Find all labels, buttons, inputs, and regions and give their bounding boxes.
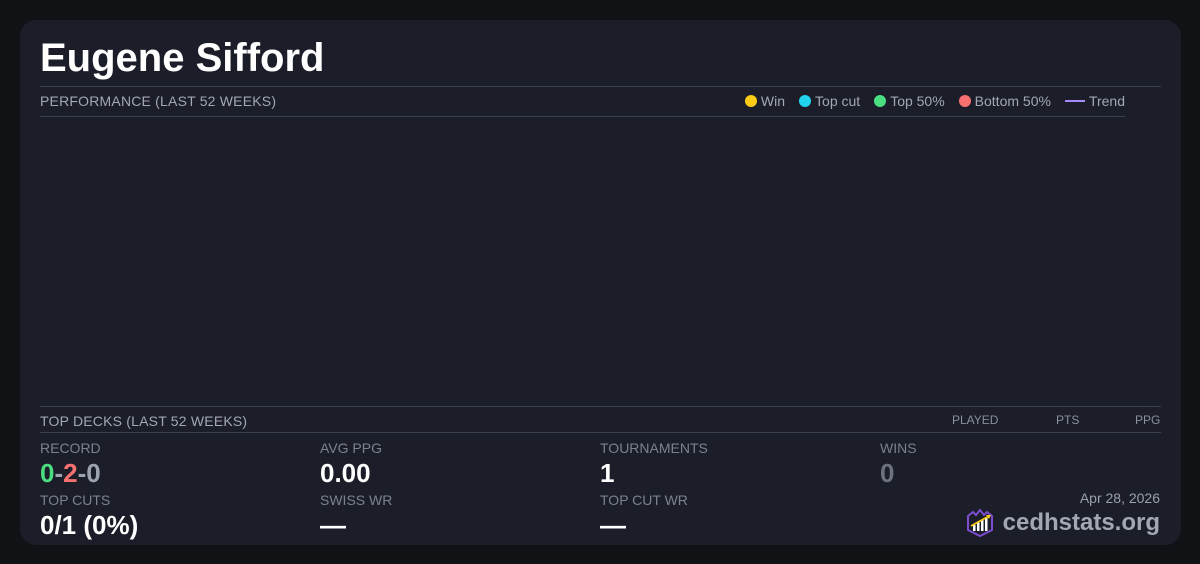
- legend-top-cut: Top cut: [799, 93, 860, 109]
- record-draws: 0: [86, 458, 101, 488]
- stat-value: —: [320, 510, 346, 540]
- record-losses: 2: [63, 458, 78, 488]
- stat-label: TOURNAMENTS: [600, 440, 708, 456]
- player-name: Eugene Sifford: [40, 36, 325, 80]
- performance-heading: PERFORMANCE (LAST 52 WEEKS): [40, 93, 277, 109]
- brand-name: cedhstats.org: [1002, 509, 1160, 536]
- legend-label: Win: [760, 93, 786, 109]
- stat-label: RECORD: [40, 440, 101, 456]
- generated-date: Apr 28, 2026: [1079, 490, 1160, 506]
- divider: [40, 406, 1161, 407]
- legend-bottom-50: Bottom 50%: [958, 93, 1051, 109]
- col-played: PLAYED: [952, 413, 999, 427]
- divider: [40, 432, 1161, 433]
- stat-value: 0: [880, 458, 895, 488]
- brand-logo: cedhstats.org: [965, 508, 1160, 538]
- record-sep: -: [54, 458, 64, 488]
- trend-line-icon: [1064, 100, 1085, 102]
- stat-avg-ppg: AVG PPG 0.00: [320, 440, 382, 489]
- stat-top-cut-wr: TOP CUT WR —: [600, 492, 688, 541]
- legend-top-50: Top 50%: [874, 93, 945, 109]
- legend-trend: Trend: [1064, 93, 1125, 109]
- top-decks-heading: TOP DECKS (LAST 52 WEEKS): [40, 413, 248, 429]
- stat-tournaments: TOURNAMENTS 1: [600, 440, 708, 489]
- win-dot-icon: [744, 95, 757, 107]
- bottom-50-dot-icon: [958, 95, 971, 107]
- top-cut-dot-icon: [799, 95, 812, 107]
- stat-wins: WINS 0: [880, 440, 917, 489]
- performance-chart-area: [40, 117, 1125, 405]
- stat-label: TOP CUTS: [40, 492, 111, 508]
- stat-record: RECORD 0-2-0: [40, 440, 101, 489]
- stat-label: SWISS WR: [320, 492, 393, 508]
- stat-value: 0.00: [320, 458, 371, 488]
- chart-legend: Win Top cut Top 50% Bottom 50% Trend: [744, 93, 1125, 109]
- record-wins: 0: [40, 458, 55, 488]
- divider: [40, 116, 1125, 117]
- stat-swiss-wr: SWISS WR —: [320, 492, 392, 541]
- legend-win: Win: [744, 93, 786, 109]
- legend-label: Top cut: [815, 93, 861, 109]
- stat-label: TOP CUT WR: [600, 492, 688, 508]
- col-pts: PTS: [1056, 413, 1080, 427]
- stat-label: WINS: [880, 440, 917, 456]
- col-ppg: PPG: [1135, 413, 1161, 427]
- stat-label: AVG PPG: [320, 440, 382, 456]
- stat-value: 1: [600, 458, 615, 488]
- legend-label: Trend: [1088, 93, 1125, 109]
- legend-label: Top 50%: [890, 93, 945, 109]
- stat-value: 0/1 (0%): [40, 510, 139, 540]
- legend-label: Bottom 50%: [974, 93, 1051, 109]
- stat-value: —: [600, 510, 626, 540]
- player-card: Eugene Sifford PERFORMANCE (LAST 52 WEEK…: [20, 20, 1181, 545]
- stat-top-cuts: TOP CUTS 0/1 (0%): [40, 492, 138, 541]
- cedhstats-logo-icon: [966, 508, 993, 538]
- top-50-dot-icon: [874, 95, 887, 107]
- divider: [40, 86, 1161, 87]
- record-sep: -: [77, 458, 87, 488]
